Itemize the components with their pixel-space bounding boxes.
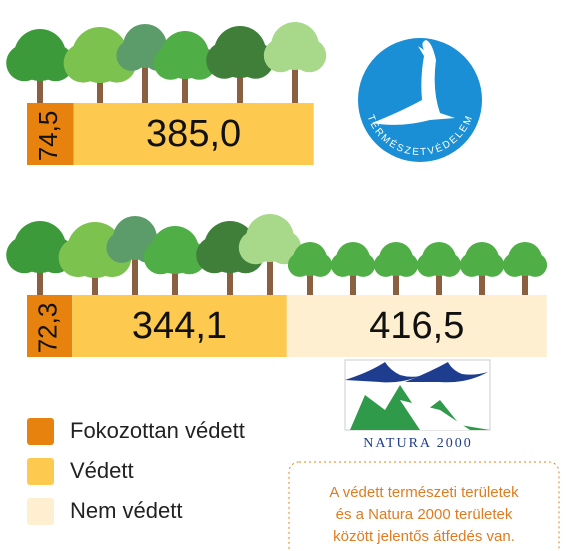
note-text: A védett természeti területek bbox=[329, 484, 519, 501]
tree-decoration bbox=[6, 22, 548, 295]
tree-crown bbox=[106, 232, 138, 263]
tree-trunk bbox=[237, 60, 243, 103]
tree-trunk bbox=[522, 265, 528, 295]
tree-crown bbox=[502, 253, 527, 277]
tree-trunk bbox=[393, 265, 399, 295]
tree-trunk bbox=[37, 63, 43, 103]
tree-trunk bbox=[350, 265, 356, 295]
value-label: 385,0 bbox=[146, 113, 241, 155]
tree-crown bbox=[330, 253, 355, 277]
bird bbox=[345, 362, 420, 383]
tree-trunk bbox=[479, 265, 485, 295]
tree-crown bbox=[351, 253, 376, 277]
bar-segment bbox=[27, 103, 74, 165]
legend-label: Nem védett bbox=[70, 498, 183, 523]
tree-crown bbox=[116, 40, 148, 71]
termeszetvedelem-logo: TERMÉSZETVÉDELEM bbox=[358, 38, 482, 162]
tree-trunk bbox=[172, 257, 178, 295]
tree-crown bbox=[6, 236, 43, 274]
bar-segment bbox=[286, 295, 547, 357]
tree-crown bbox=[480, 253, 505, 277]
bird bbox=[405, 362, 488, 383]
bar-segment bbox=[27, 295, 73, 357]
tree-crown bbox=[153, 46, 188, 80]
value-label: 344,1 bbox=[132, 305, 227, 347]
note-text: között jelentős átfedés van. bbox=[333, 528, 515, 545]
tree-trunk bbox=[182, 63, 188, 103]
legend-swatch bbox=[27, 458, 54, 485]
legend-swatch bbox=[27, 498, 54, 525]
tree-crown bbox=[308, 253, 333, 277]
note-text: és a Natura 2000 területek bbox=[336, 506, 513, 523]
tree-trunk bbox=[436, 265, 442, 295]
snow bbox=[400, 400, 470, 430]
legend-label: Fokozottan védett bbox=[70, 418, 245, 443]
tree-crown bbox=[292, 38, 327, 73]
tree-crown bbox=[437, 253, 462, 277]
natura-text: NATURA 2000 bbox=[363, 436, 473, 451]
tree-trunk bbox=[292, 55, 298, 103]
tree-crown bbox=[6, 44, 43, 82]
value-label: 416,5 bbox=[369, 305, 464, 347]
tree-crown bbox=[523, 253, 548, 277]
legend-swatch bbox=[27, 418, 54, 445]
tree-crown bbox=[63, 43, 103, 83]
tree-crown bbox=[143, 240, 178, 275]
tree-crown bbox=[287, 253, 312, 277]
logo-circle bbox=[358, 38, 482, 162]
tree-crown bbox=[206, 42, 243, 79]
tree-trunk bbox=[132, 247, 138, 295]
tree-trunk bbox=[267, 247, 273, 295]
tree-trunk bbox=[37, 255, 43, 295]
tree-trunk bbox=[307, 265, 313, 295]
tree-crown bbox=[416, 253, 441, 277]
bars: 74,5 385,0 72,3 344,1 416,5 bbox=[27, 103, 547, 357]
value-label: 72,3 bbox=[32, 303, 62, 354]
heron bbox=[372, 40, 455, 125]
tree-crown bbox=[196, 236, 233, 274]
value-label: 74,5 bbox=[33, 111, 63, 162]
legend-label: Védett bbox=[70, 458, 134, 483]
bar-segment bbox=[73, 103, 314, 165]
tree-crown bbox=[58, 237, 98, 278]
natura-logo: NATURA 2000 bbox=[344, 359, 491, 451]
mountains bbox=[350, 385, 490, 430]
tree-trunk bbox=[227, 255, 233, 295]
tree-crown bbox=[394, 253, 419, 277]
tree-crown bbox=[37, 44, 74, 82]
tree-crown bbox=[238, 230, 273, 265]
note-box bbox=[288, 461, 560, 551]
tree-crown bbox=[459, 253, 484, 277]
tree-crown bbox=[373, 253, 398, 277]
tree-trunk bbox=[142, 55, 148, 103]
bar-segment bbox=[72, 295, 287, 357]
tree-crown bbox=[263, 38, 298, 73]
